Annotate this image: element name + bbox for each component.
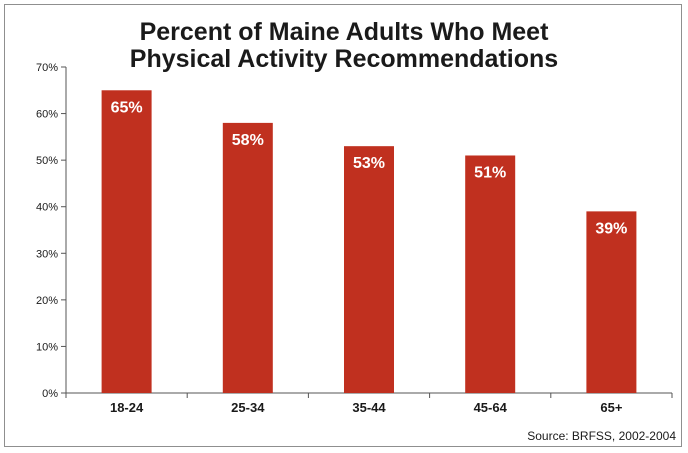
bar <box>465 155 516 393</box>
x-category-label: 18-24 <box>110 400 144 415</box>
chart-title-line-2: Physical Activity Recommendations <box>129 45 559 73</box>
bar <box>586 211 637 393</box>
bar-value-label: 51% <box>474 164 506 181</box>
x-category-label: 65+ <box>600 400 622 415</box>
y-tick-label: 20% <box>36 295 58 307</box>
bar-value-label: 53% <box>353 155 385 172</box>
y-tick-label: 50% <box>36 155 58 167</box>
x-category-label: 25-34 <box>231 400 265 415</box>
y-tick-label: 60% <box>36 109 58 121</box>
y-tick-label: 40% <box>36 202 58 214</box>
bar-value-label: 65% <box>111 99 143 116</box>
chart-title: Percent of Maine Adults Who Meet Physica… <box>0 19 688 73</box>
bar <box>101 90 152 394</box>
bar-value-label: 58% <box>232 132 264 149</box>
chart-title-line-1: Percent of Maine Adults Who Meet <box>139 18 549 46</box>
bar <box>344 146 394 393</box>
y-tick-label: 10% <box>36 341 58 353</box>
source-note: Source: BRFSS, 2002-2004 <box>527 429 676 443</box>
x-category-label: 45-64 <box>474 400 508 415</box>
y-tick-label: 70% <box>36 62 58 74</box>
y-tick-label: 0% <box>42 388 58 400</box>
bar-value-label: 39% <box>595 220 627 237</box>
y-tick-label: 30% <box>36 248 58 260</box>
bar <box>222 122 273 393</box>
x-category-label: 35-44 <box>352 400 386 415</box>
